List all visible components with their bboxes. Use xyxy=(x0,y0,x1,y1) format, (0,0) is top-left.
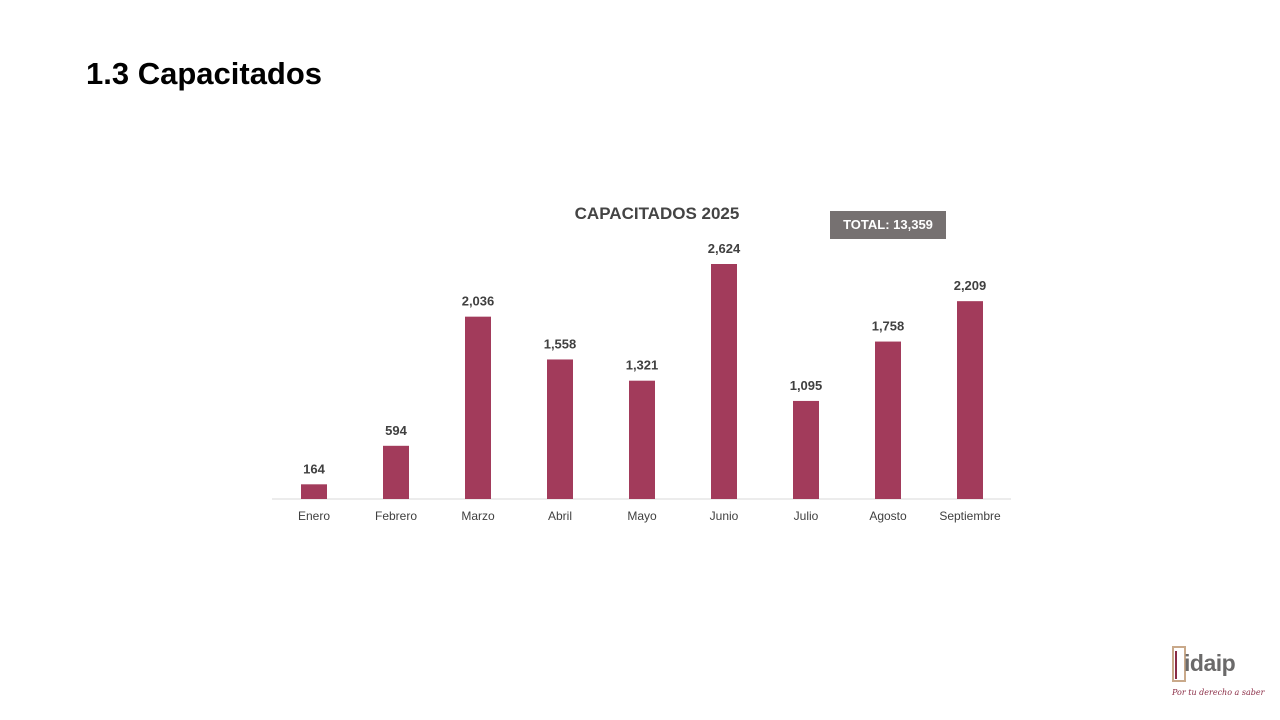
x-tick-label-abril: Abril xyxy=(548,509,572,523)
bar-julio xyxy=(793,400,819,499)
logo-tagline: Por tu derecho a saber xyxy=(1172,688,1265,697)
x-tick-label-junio: Junio xyxy=(710,509,739,523)
chart-title: CAPACITADOS 2025 xyxy=(574,204,740,223)
data-label-abril: 1,558 xyxy=(544,336,577,351)
data-label-junio: 2,624 xyxy=(708,241,741,256)
x-tick-label-febrero: Febrero xyxy=(375,509,417,523)
idaip-logo: idaip Por tu derecho a saber xyxy=(1170,644,1264,702)
total-badge: TOTAL: 13,359 xyxy=(830,211,946,239)
data-label-febrero: 594 xyxy=(385,423,407,438)
bar-febrero xyxy=(383,445,409,499)
bar-agosto xyxy=(875,341,901,499)
x-tick-label-enero: Enero xyxy=(298,509,330,523)
slide-title: 1.3 Capacitados xyxy=(86,56,323,91)
x-tick-label-julio: Julio xyxy=(794,509,819,523)
bar-mayo xyxy=(629,380,655,499)
bar-junio xyxy=(711,264,737,499)
x-tick-label-septiembre: Septiembre xyxy=(939,509,1001,523)
bar-marzo xyxy=(465,316,491,499)
data-label-enero: 164 xyxy=(303,461,325,476)
x-tick-label-agosto: Agosto xyxy=(869,509,907,523)
bar-enero xyxy=(301,484,327,499)
data-label-mayo: 1,321 xyxy=(626,358,659,373)
x-tick-label-mayo: Mayo xyxy=(627,509,657,523)
data-label-agosto: 1,758 xyxy=(872,319,905,334)
data-label-septiembre: 2,209 xyxy=(954,278,987,293)
bar-septiembre xyxy=(957,301,983,499)
data-label-julio: 1,095 xyxy=(790,378,823,393)
logo-door-icon xyxy=(1172,646,1186,682)
logo-text: idaip xyxy=(1184,650,1236,676)
x-tick-label-marzo: Marzo xyxy=(461,509,495,523)
data-label-marzo: 2,036 xyxy=(462,294,495,309)
bar-abril xyxy=(547,359,573,499)
